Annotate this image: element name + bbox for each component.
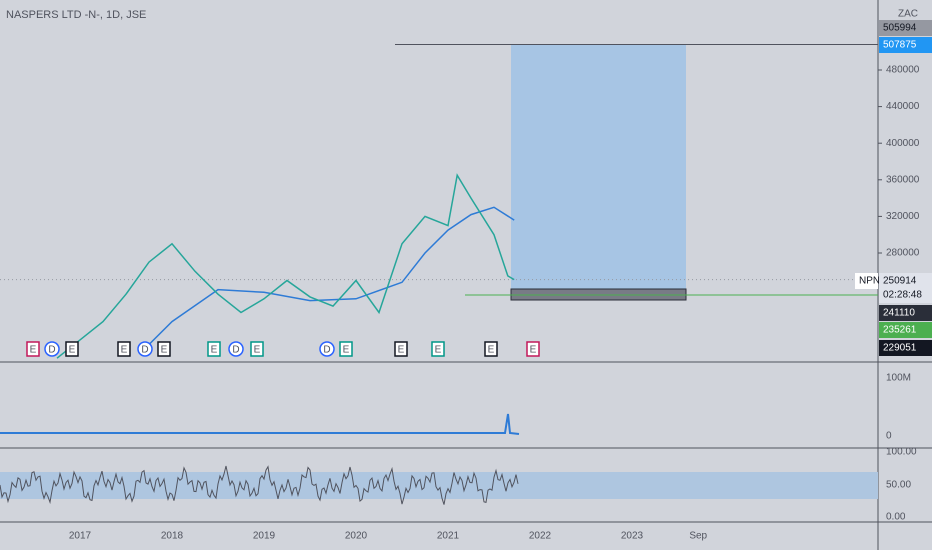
- rsi-tick-label: 0.00: [886, 512, 906, 523]
- event-marker: [431, 341, 445, 357]
- rsi-tick-label: 100.00: [886, 447, 917, 458]
- event-label: E: [398, 345, 405, 356]
- price-label-bg: [855, 273, 878, 289]
- event-marker: [207, 341, 221, 357]
- time-tick-label: 2018: [161, 531, 184, 542]
- rsi-band: [0, 472, 878, 499]
- event-label: E: [488, 345, 495, 356]
- time-tick-label: 2017: [69, 531, 92, 542]
- time-tick-label: Sep: [689, 531, 707, 542]
- event-marker: [228, 341, 244, 357]
- event-label: E: [211, 345, 218, 356]
- event-marker: [65, 341, 79, 357]
- price-label: NPN: [859, 276, 880, 287]
- price-label: 229051: [883, 343, 917, 354]
- rsi-tick-label: 50.00: [886, 480, 911, 491]
- price-label-bg: [879, 305, 932, 321]
- event-label: E: [254, 345, 261, 356]
- price-label-bg: [879, 340, 932, 356]
- event-marker: [44, 341, 60, 357]
- price-label: 505994: [883, 23, 917, 34]
- price-label-bg: [879, 273, 932, 289]
- event-marker: [339, 341, 353, 357]
- chart-title: NASPERS LTD -N-, 1D, JSE: [6, 9, 146, 21]
- volume-tick-label: 100M: [886, 373, 911, 384]
- event-marker: [26, 341, 40, 357]
- volume-tick-label: 0: [886, 431, 892, 442]
- event-marker: [250, 341, 264, 357]
- event-label: E: [343, 345, 350, 356]
- event-label: D: [232, 345, 239, 356]
- time-tick-label: 2020: [345, 531, 368, 542]
- rsi-line: [0, 465, 519, 505]
- price-tick-label: 400000: [886, 138, 920, 149]
- price-label-bg: [879, 20, 932, 36]
- event-marker: [484, 341, 498, 357]
- currency: ZAC: [898, 9, 918, 20]
- time-tick-label: 2023: [621, 531, 644, 542]
- profit-zone: [511, 44, 686, 290]
- event-marker: [137, 341, 153, 357]
- event-label: E: [30, 345, 37, 356]
- event-label: D: [48, 345, 55, 356]
- price-tick-label: 480000: [886, 65, 920, 76]
- price-label: 241110: [883, 308, 915, 319]
- event-label: E: [69, 345, 76, 356]
- event-label: E: [530, 345, 537, 356]
- price-label: 235261: [883, 325, 917, 336]
- price-tick-label: 360000: [886, 174, 920, 185]
- event-marker: [394, 341, 408, 357]
- time-tick-label: 2021: [437, 531, 460, 542]
- price-tick-label: 320000: [886, 211, 920, 222]
- price-tick-label: 280000: [886, 248, 920, 259]
- event-marker: [319, 341, 335, 357]
- price-label: 507875: [883, 40, 917, 51]
- event-label: E: [161, 345, 168, 356]
- price-label-bg: [879, 37, 932, 53]
- event-marker: [117, 341, 131, 357]
- volume-line: [0, 413, 520, 435]
- event-label: E: [435, 345, 442, 356]
- event-label: D: [141, 345, 148, 356]
- price-label: 02:28:48: [883, 290, 922, 301]
- event-label: E: [121, 345, 128, 356]
- moving-average: [148, 206, 515, 346]
- price-tick-label: 440000: [886, 101, 920, 112]
- time-tick-label: 2022: [529, 531, 552, 542]
- time-tick-label: 2019: [253, 531, 276, 542]
- event-marker: [157, 341, 171, 357]
- price-label: 250914: [883, 276, 917, 287]
- price-label-bg: [879, 287, 932, 303]
- event-marker: [526, 341, 540, 357]
- event-label: D: [323, 345, 330, 356]
- price-label-bg: [879, 322, 932, 338]
- price-line: [56, 173, 515, 359]
